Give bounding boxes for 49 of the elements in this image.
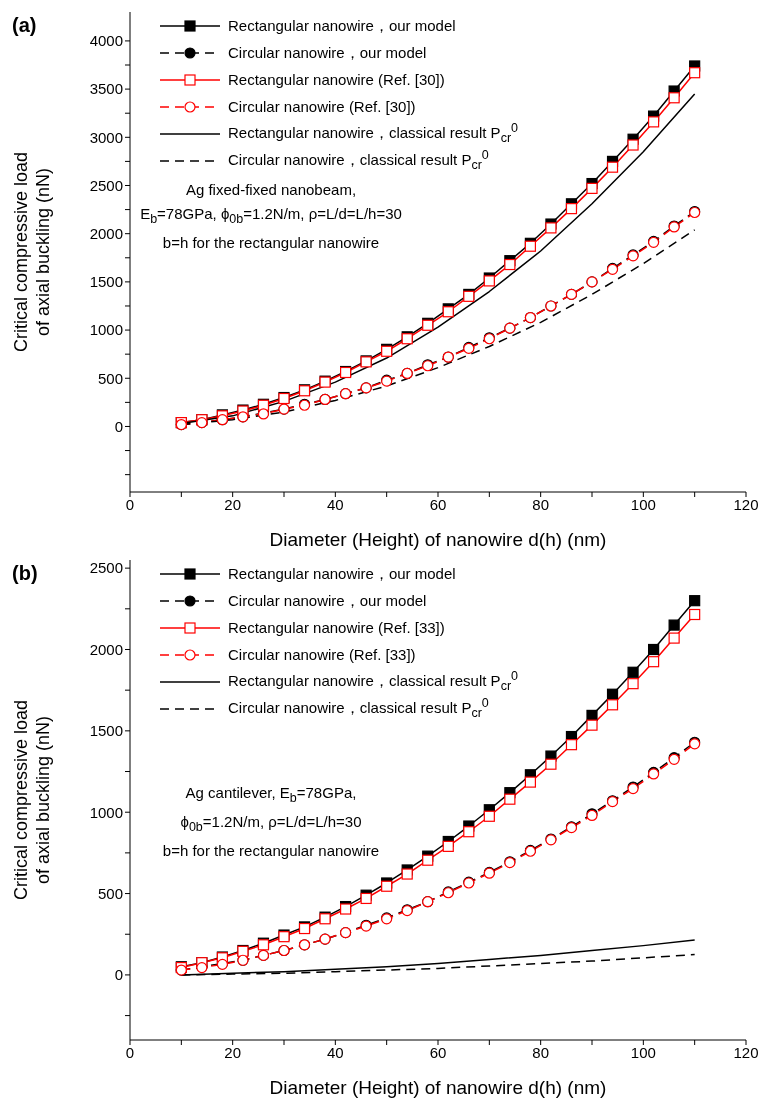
y-tick-label: 2000 (89, 640, 123, 658)
y-tick-label: 4000 (89, 32, 123, 50)
chart-title: (b) (12, 562, 38, 585)
annotation: Ag fixed-fixed nanobeam, (184, 180, 358, 200)
y-tick-label: 2000 (89, 225, 123, 243)
legend-label: Rectangular nanowire，our model (228, 16, 456, 36)
y-axis-title: Critical compressive load of axial buckling (nN) (11, 151, 53, 353)
legend-label: Circular nanowire，our model (228, 591, 427, 611)
legend-label: Rectangular nanowire，our model (228, 564, 456, 584)
y-tick-label: 1500 (89, 722, 123, 740)
annotation: b=h for the rectangular nanowire (161, 841, 381, 861)
x-tick-label: 100 (630, 1043, 656, 1061)
y-tick-label: 2500 (89, 559, 123, 577)
x-tick-label: 40 (326, 1043, 344, 1061)
x-tick-label: 0 (125, 495, 135, 513)
x-tick-label: 0 (125, 1043, 135, 1061)
y-tick-label: 500 (97, 369, 123, 387)
x-tick-label: 40 (326, 495, 344, 513)
x-tick-label: 80 (532, 1043, 550, 1061)
annotation: ϕ$_{0b}$=1.2N/m, ρ=L/d=L/h=30 (179, 812, 363, 836)
y-tick-label: 2500 (89, 176, 123, 194)
y-tick-label: 0 (114, 966, 123, 984)
x-tick-label: 20 (224, 495, 242, 513)
y-tick-label: 3500 (89, 80, 123, 98)
annotation: E$_{b}$=78GPa, ϕ$_{0b}$=1.2N/m, ρ=L/d=L/h=30 (139, 204, 403, 228)
annotation: b=h for the rectangular nanowire (161, 233, 381, 253)
x-tick-label: 120 (733, 1043, 759, 1061)
y-tick-label: 1000 (89, 803, 123, 821)
y-tick-label: 1500 (89, 273, 123, 291)
x-tick-label: 100 (630, 495, 656, 513)
x-tick-label: 120 (733, 495, 759, 513)
legend-label: Circular nanowire，our model (228, 43, 427, 63)
x-tick-label: 60 (429, 1043, 447, 1061)
y-tick-label: 3000 (89, 128, 123, 146)
annotation: Ag cantilever, E$_{b}$=78GPa, (184, 783, 358, 807)
y-tick-label: 0 (114, 417, 123, 435)
x-axis-title: Diameter (Height) of nanowire d(h) (nm) (269, 1077, 607, 1098)
x-tick-label: 80 (532, 495, 550, 513)
legend-label: Rectangular nanowire (Ref. [33]) (228, 618, 445, 638)
legend-label: Circular nanowire (Ref. [33]) (228, 645, 416, 665)
y-tick-label: 1000 (89, 321, 123, 339)
chart-title: (a) (12, 14, 37, 37)
legend-label: Circular nanowire (Ref. [30]) (228, 97, 416, 117)
legend-label: Rectangular nanowire (Ref. [30]) (228, 70, 445, 90)
y-tick-label: 500 (97, 884, 123, 902)
y-axis-title: Critical compressive load of axial buckling (nN) (11, 699, 53, 901)
x-axis-title: Diameter (Height) of nanowire d(h) (nm) (269, 529, 607, 550)
x-tick-label: 20 (224, 1043, 242, 1061)
x-tick-label: 60 (429, 495, 447, 513)
